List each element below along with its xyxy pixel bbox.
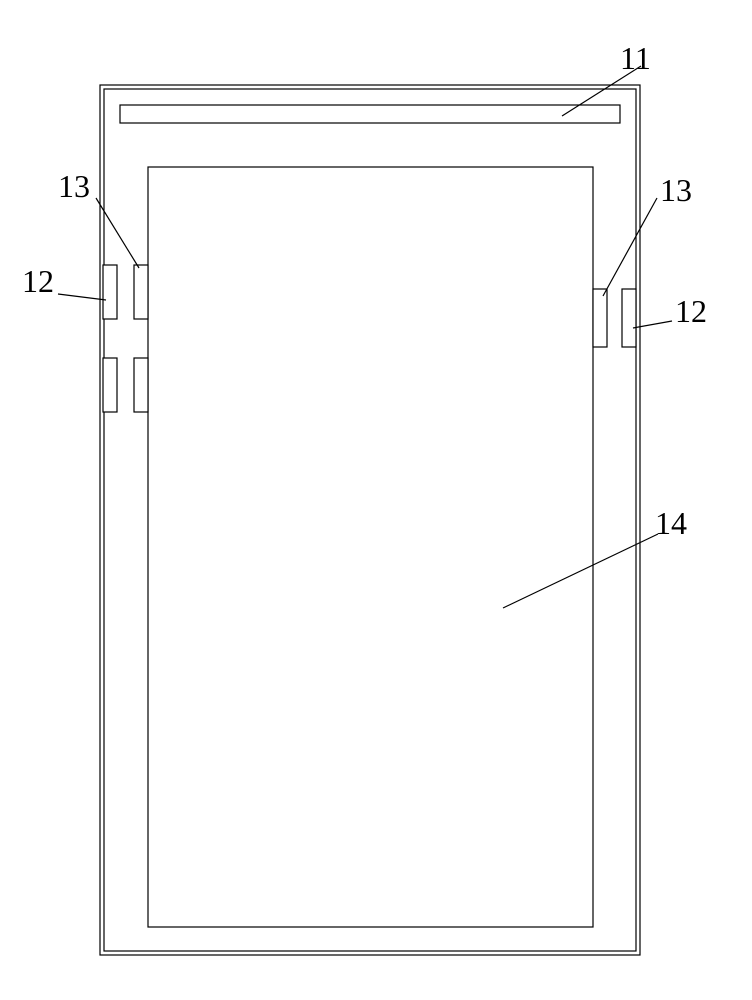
flange_left_lower_out [103, 358, 117, 412]
flange_right_out [622, 289, 636, 347]
schematic-diagram [0, 0, 752, 1000]
flange_left_lower_in [134, 358, 148, 412]
flange_left_upper_in [134, 265, 148, 319]
label-12R: 12 [675, 293, 707, 330]
label-13R: 13 [660, 172, 692, 209]
label-13L: 13 [58, 168, 90, 205]
flange_left_upper_out [103, 265, 117, 319]
leader-12L [58, 294, 106, 300]
flange_right_in [593, 289, 607, 347]
label-11: 11 [620, 40, 651, 77]
label-12L: 12 [22, 263, 54, 300]
label-14: 14 [655, 505, 687, 542]
